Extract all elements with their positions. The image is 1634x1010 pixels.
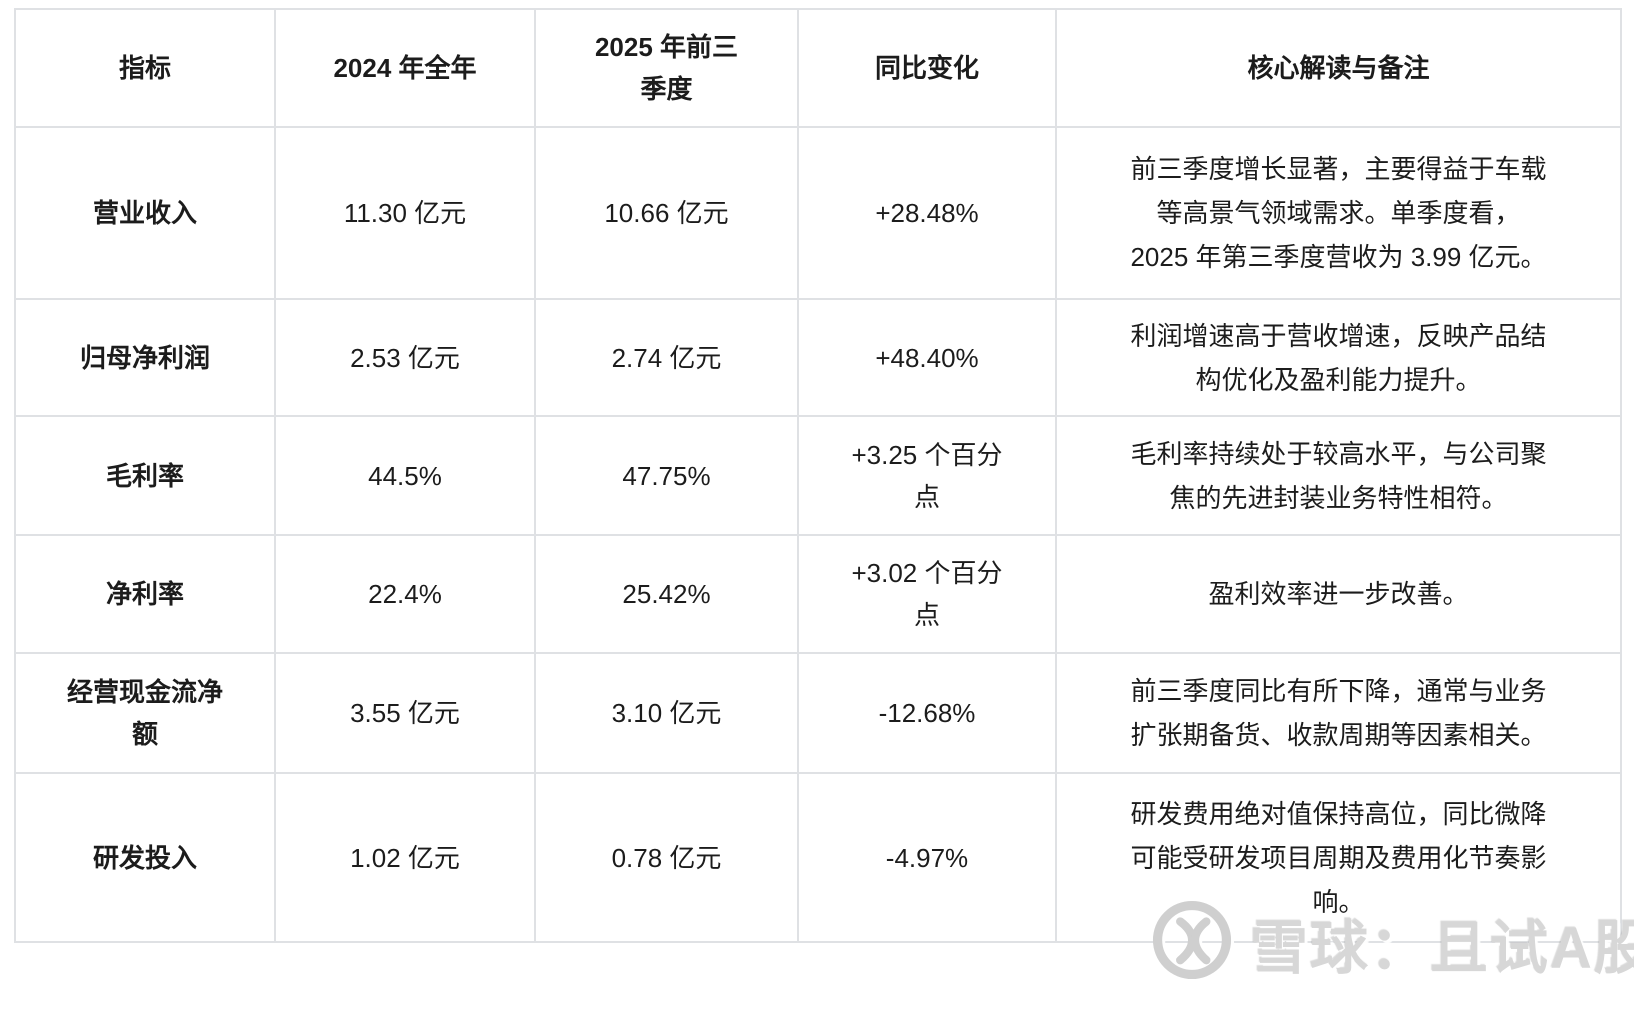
cell-yoy-change: +48.40%: [797, 298, 1057, 417]
cell-indicator: 归母净利润: [14, 298, 276, 417]
cell-yoy-change: +3.25 个百分 点: [797, 415, 1057, 536]
col-header-yoy: 同比变化: [797, 8, 1057, 128]
cell-indicator: 毛利率: [14, 415, 276, 536]
col-header-2025q3: 2025 年前三 季度: [534, 8, 799, 128]
cell-2024-value: 3.55 亿元: [274, 652, 536, 774]
cell-note: 前三季度增长显著，主要得益于车载 等高景气领域需求。单季度看， 2025 年第三…: [1055, 126, 1622, 300]
table-row-operating-cashflow: 经营现金流净 额 3.55 亿元 3.10 亿元 -12.68% 前三季度同比有…: [14, 652, 1622, 774]
cell-note: 研发费用绝对值保持高位，同比微降 可能受研发项目周期及费用化节奏影 响。: [1055, 772, 1622, 943]
cell-2025q3-value: 10.66 亿元: [534, 126, 799, 300]
cell-yoy-change: -4.97%: [797, 772, 1057, 943]
cell-2024-value: 11.30 亿元: [274, 126, 536, 300]
cell-yoy-change: +28.48%: [797, 126, 1057, 300]
table-row-rd-investment: 研发投入 1.02 亿元 0.78 亿元 -4.97% 研发费用绝对值保持高位，…: [14, 772, 1622, 943]
cell-2024-value: 2.53 亿元: [274, 298, 536, 417]
cell-2025q3-value: 25.42%: [534, 534, 799, 654]
cell-indicator: 营业收入: [14, 126, 276, 300]
cell-yoy-change: -12.68%: [797, 652, 1057, 774]
cell-2025q3-value: 2.74 亿元: [534, 298, 799, 417]
financial-metrics-table: 指标 2024 年全年 2025 年前三 季度 同比变化 核心解读与备注 营业收…: [14, 8, 1622, 943]
cell-indicator: 经营现金流净 额: [14, 652, 276, 774]
table-row-net-profit: 归母净利润 2.53 亿元 2.74 亿元 +48.40% 利润增速高于营收增速…: [14, 298, 1622, 417]
cell-indicator: 研发投入: [14, 772, 276, 943]
cell-2024-value: 22.4%: [274, 534, 536, 654]
table-header-row: 指标 2024 年全年 2025 年前三 季度 同比变化 核心解读与备注: [14, 8, 1622, 128]
col-header-notes: 核心解读与备注: [1055, 8, 1622, 128]
cell-2024-value: 44.5%: [274, 415, 536, 536]
cell-indicator: 净利率: [14, 534, 276, 654]
cell-note: 前三季度同比有所下降，通常与业务 扩张期备货、收款周期等因素相关。: [1055, 652, 1622, 774]
cell-2024-value: 1.02 亿元: [274, 772, 536, 943]
cell-note: 盈利效率进一步改善。: [1055, 534, 1622, 654]
table-row-net-margin: 净利率 22.4% 25.42% +3.02 个百分 点 盈利效率进一步改善。: [14, 534, 1622, 654]
col-header-indicator: 指标: [14, 8, 276, 128]
table-row-revenue: 营业收入 11.30 亿元 10.66 亿元 +28.48% 前三季度增长显著，…: [14, 126, 1622, 300]
cell-2025q3-value: 47.75%: [534, 415, 799, 536]
col-header-2024: 2024 年全年: [274, 8, 536, 128]
table-row-gross-margin: 毛利率 44.5% 47.75% +3.25 个百分 点 毛利率持续处于较高水平…: [14, 415, 1622, 536]
cell-note: 利润增速高于营收增速，反映产品结 构优化及盈利能力提升。: [1055, 298, 1622, 417]
cell-2025q3-value: 3.10 亿元: [534, 652, 799, 774]
cell-2025q3-value: 0.78 亿元: [534, 772, 799, 943]
cell-yoy-change: +3.02 个百分 点: [797, 534, 1057, 654]
cell-note: 毛利率持续处于较高水平，与公司聚 焦的先进封装业务特性相符。: [1055, 415, 1622, 536]
